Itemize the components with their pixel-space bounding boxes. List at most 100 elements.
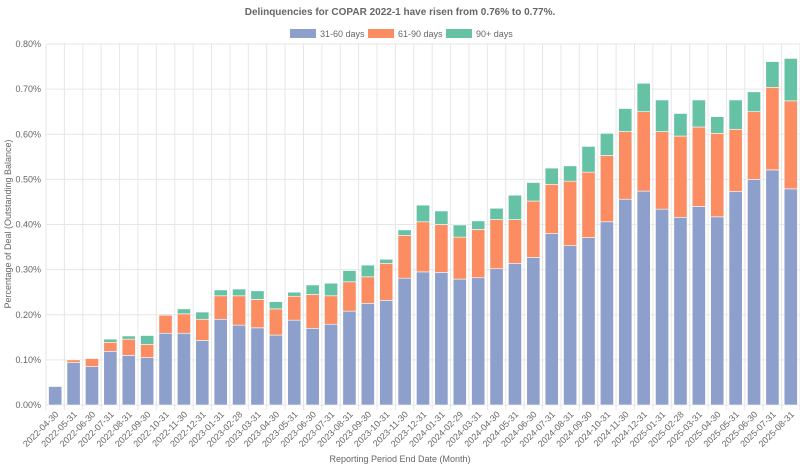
bar-segment-61-90-days-2023-02-28[interactable] — [232, 295, 247, 326]
bar-segment-90-days-2025-01-31[interactable] — [655, 99, 669, 132]
bar-segment-90-days-2025-06-30[interactable] — [747, 91, 761, 112]
bar-segment-61-90-days-2023-11-30[interactable] — [397, 235, 412, 279]
bar-segment-90-days-2022-10-31[interactable] — [158, 313, 173, 316]
bar-segment-90-days-2024-03-31[interactable] — [471, 220, 486, 230]
bar-segment-61-90-days-2025-05-31[interactable] — [728, 128, 743, 192]
bar-segment-61-90-days-2023-06-30[interactable] — [305, 294, 320, 329]
bar-segment-31-60-days-2024-06-30[interactable] — [526, 257, 541, 406]
bar-segment-61-90-days-2023-12-31[interactable] — [416, 221, 430, 273]
bar-segment-31-60-days-2023-11-30[interactable] — [397, 277, 412, 406]
bar-segment-90-days-2024-06-30[interactable] — [526, 182, 541, 202]
bar-segment-61-90-days-2023-08-31[interactable] — [342, 281, 357, 312]
bar-segment-61-90-days-2022-12-31[interactable] — [195, 318, 210, 341]
bar-segment-61-90-days-2022-06-30[interactable] — [85, 358, 99, 367]
bar-segment-61-90-days-2024-09-30[interactable] — [581, 171, 596, 238]
bar-segment-61-90-days-2023-05-31[interactable] — [287, 295, 302, 321]
bar-segment-61-90-days-2024-02-29[interactable] — [452, 236, 467, 280]
bar-segment-61-90-days-2025-01-31[interactable] — [655, 131, 669, 210]
bar-segment-90-days-2023-05-31[interactable] — [287, 291, 302, 297]
bar-segment-31-60-days-2024-02-29[interactable] — [452, 278, 467, 406]
bar-segment-31-60-days-2025-06-30[interactable] — [747, 179, 761, 406]
bar-segment-90-days-2022-12-31[interactable] — [195, 311, 210, 320]
bar-segment-90-days-2023-12-31[interactable] — [416, 204, 430, 223]
bar-segment-61-90-days-2024-03-31[interactable] — [471, 229, 486, 279]
bar-segment-31-60-days-2025-04-30[interactable] — [710, 216, 725, 406]
bar-segment-90-days-2024-02-29[interactable] — [452, 224, 467, 238]
bar-segment-31-60-days-2023-01-31[interactable] — [213, 318, 228, 406]
bar-segment-90-days-2023-11-30[interactable] — [397, 229, 412, 236]
bar-segment-90-days-2022-09-30[interactable] — [140, 335, 155, 345]
bar-segment-61-90-days-2023-07-31[interactable] — [324, 295, 338, 325]
bar-segment-90-days-2022-07-31[interactable] — [103, 338, 118, 343]
bar-segment-90-days-2024-11-30[interactable] — [618, 108, 633, 132]
bar-segment-90-days-2023-06-30[interactable] — [305, 284, 320, 295]
bar-segment-90-days-2023-07-31[interactable] — [324, 282, 338, 297]
bar-segment-31-60-days-2024-07-31[interactable] — [544, 233, 559, 406]
bar-segment-61-90-days-2022-08-31[interactable] — [121, 338, 136, 356]
bar-segment-90-days-2024-09-30[interactable] — [581, 146, 596, 173]
bar-segment-31-60-days-2023-05-31[interactable] — [287, 319, 302, 406]
bar-segment-61-90-days-2022-10-31[interactable] — [158, 314, 173, 334]
bar-segment-31-60-days-2025-02-28[interactable] — [673, 216, 688, 406]
bar-segment-90-days-2024-10-31[interactable] — [599, 133, 614, 156]
bar-segment-90-days-2024-07-31[interactable] — [544, 167, 559, 185]
bar-segment-31-60-days-2025-01-31[interactable] — [655, 208, 669, 406]
bar-segment-31-60-days-2024-05-31[interactable] — [508, 263, 522, 406]
bar-segment-31-60-days-2024-11-30[interactable] — [618, 198, 633, 406]
bar-segment-31-60-days-2024-03-31[interactable] — [471, 277, 486, 406]
bar-segment-31-60-days-2023-07-31[interactable] — [324, 323, 338, 406]
bar-segment-61-90-days-2025-06-30[interactable] — [747, 111, 761, 180]
bar-segment-31-60-days-2023-06-30[interactable] — [305, 327, 320, 406]
bar-segment-90-days-2023-08-31[interactable] — [342, 270, 357, 283]
bar-segment-61-90-days-2023-03-31[interactable] — [250, 299, 265, 329]
bar-segment-90-days-2024-01-31[interactable] — [434, 210, 449, 225]
legend-item-61-90[interactable]: 61-90 days — [368, 29, 443, 39]
bar-segment-31-60-days-2022-06-30[interactable] — [85, 366, 99, 406]
bar-segment-61-90-days-2023-09-30[interactable] — [360, 276, 375, 304]
bar-segment-90-days-2023-02-28[interactable] — [232, 288, 247, 297]
bar-segment-90-days-2023-03-31[interactable] — [250, 290, 265, 300]
bar-segment-31-60-days-2025-07-31[interactable] — [765, 169, 780, 406]
bar-segment-90-days-2022-08-31[interactable] — [121, 335, 136, 340]
bar-segment-31-60-days-2023-08-31[interactable] — [342, 310, 357, 406]
bar-segment-31-60-days-2022-09-30[interactable] — [140, 357, 155, 406]
bar-segment-61-90-days-2024-01-31[interactable] — [434, 224, 449, 273]
bar-segment-61-90-days-2024-08-31[interactable] — [563, 180, 578, 247]
bar-segment-31-60-days-2023-03-31[interactable] — [250, 327, 265, 406]
bar-segment-90-days-2025-05-31[interactable] — [728, 99, 743, 130]
bar-segment-90-days-2025-03-31[interactable] — [691, 99, 706, 128]
legend-item-31-60[interactable]: 31-60 days — [290, 29, 365, 39]
bar-segment-61-90-days-2024-12-31[interactable] — [636, 111, 651, 192]
bar-segment-31-60-days-2024-01-31[interactable] — [434, 272, 449, 406]
bar-segment-90-days-2025-02-28[interactable] — [673, 113, 688, 137]
bar-segment-61-90-days-2023-01-31[interactable] — [213, 295, 228, 320]
bar-segment-61-90-days-2025-07-31[interactable] — [765, 87, 780, 171]
bar-segment-90-days-2023-10-31[interactable] — [379, 258, 394, 264]
bar-segment-31-60-days-2024-12-31[interactable] — [636, 190, 651, 406]
bar-segment-31-60-days-2022-11-30[interactable] — [177, 332, 191, 406]
bar-segment-31-60-days-2022-04-30[interactable] — [48, 386, 63, 406]
bar-segment-61-90-days-2025-02-28[interactable] — [673, 135, 688, 218]
bar-segment-31-60-days-2024-04-30[interactable] — [489, 268, 504, 406]
bar-segment-31-60-days-2022-10-31[interactable] — [158, 332, 173, 406]
bar-segment-90-days-2022-11-30[interactable] — [177, 308, 191, 315]
bar-segment-31-60-days-2022-12-31[interactable] — [195, 340, 210, 406]
bar-segment-61-90-days-2024-05-31[interactable] — [508, 219, 522, 264]
bar-segment-61-90-days-2023-10-31[interactable] — [379, 263, 394, 301]
bar-segment-61-90-days-2022-05-31[interactable] — [66, 359, 81, 363]
legend-item-90-plus[interactable]: 90+ days — [446, 29, 513, 39]
bar-segment-61-90-days-2022-11-30[interactable] — [177, 313, 191, 334]
bar-segment-61-90-days-2022-07-31[interactable] — [103, 341, 118, 352]
bar-segment-90-days-2023-09-30[interactable] — [360, 264, 375, 278]
bar-segment-90-days-2023-01-31[interactable] — [213, 289, 228, 297]
bar-segment-61-90-days-2024-04-30[interactable] — [489, 219, 504, 270]
bar-segment-31-60-days-2023-12-31[interactable] — [416, 271, 430, 406]
bar-segment-31-60-days-2023-02-28[interactable] — [232, 324, 247, 406]
bar-segment-90-days-2025-04-30[interactable] — [710, 116, 725, 134]
bar-segment-31-60-days-2022-05-31[interactable] — [66, 362, 81, 406]
bar-segment-31-60-days-2023-10-31[interactable] — [379, 300, 394, 406]
bar-segment-90-days-2024-05-31[interactable] — [508, 194, 522, 220]
bar-segment-31-60-days-2025-03-31[interactable] — [691, 206, 706, 406]
bar-segment-61-90-days-2024-10-31[interactable] — [599, 155, 614, 223]
bar-segment-90-days-2023-04-30[interactable] — [268, 301, 283, 310]
